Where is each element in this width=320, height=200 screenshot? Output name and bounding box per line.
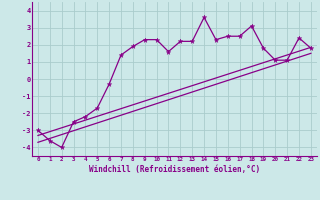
X-axis label: Windchill (Refroidissement éolien,°C): Windchill (Refroidissement éolien,°C) xyxy=(89,165,260,174)
